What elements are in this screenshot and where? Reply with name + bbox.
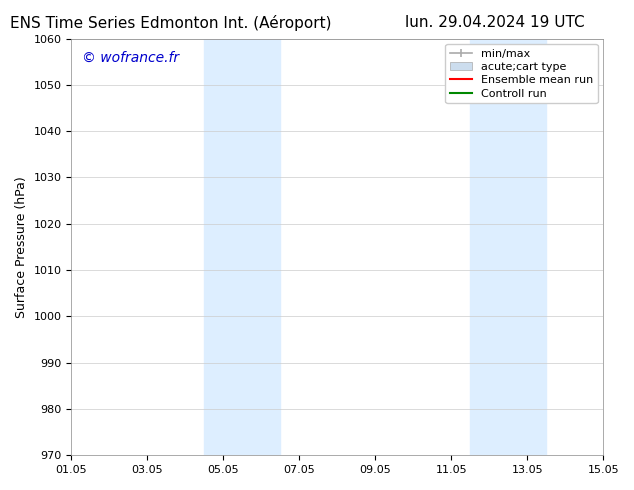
Legend: min/max, acute;cart type, Ensemble mean run, Controll run: min/max, acute;cart type, Ensemble mean …	[445, 44, 598, 103]
Bar	[204, 39, 280, 455]
Bar	[470, 39, 547, 455]
Text: lun. 29.04.2024 19 UTC: lun. 29.04.2024 19 UTC	[404, 15, 585, 30]
Y-axis label: Surface Pressure (hPa): Surface Pressure (hPa)	[15, 176, 28, 318]
Text: ENS Time Series Edmonton Int. (Aéroport): ENS Time Series Edmonton Int. (Aéroport)	[10, 15, 332, 31]
Text: © wofrance.fr: © wofrance.fr	[82, 51, 179, 65]
